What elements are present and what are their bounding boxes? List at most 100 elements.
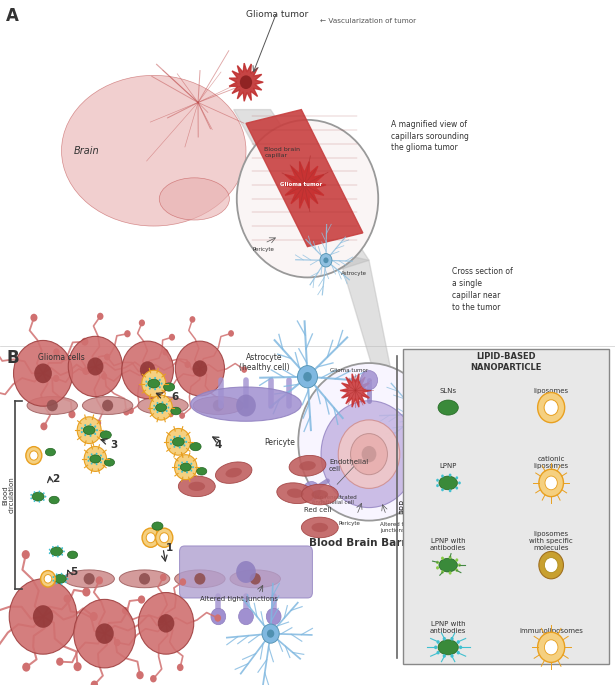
Circle shape: [52, 546, 54, 548]
Ellipse shape: [180, 463, 191, 471]
Ellipse shape: [193, 397, 244, 414]
Circle shape: [448, 556, 451, 559]
Circle shape: [9, 579, 77, 654]
Circle shape: [157, 411, 159, 413]
Circle shape: [186, 471, 188, 473]
Circle shape: [167, 410, 173, 417]
Ellipse shape: [84, 573, 95, 584]
Circle shape: [180, 578, 186, 586]
Circle shape: [170, 439, 172, 441]
Polygon shape: [229, 63, 263, 101]
Text: liposomes
with specific
molecules: liposomes with specific molecules: [530, 532, 573, 551]
Text: ← Vascularization of tumor: ← Vascularization of tumor: [320, 18, 416, 23]
Circle shape: [96, 453, 98, 455]
Text: Altered tight
junctions: Altered tight junctions: [380, 522, 415, 533]
Circle shape: [158, 615, 165, 623]
Ellipse shape: [213, 400, 224, 411]
Circle shape: [166, 429, 191, 456]
Text: Altered tight junctions: Altered tight junctions: [200, 596, 278, 602]
Ellipse shape: [439, 476, 458, 490]
Text: 4: 4: [215, 440, 222, 450]
Circle shape: [145, 381, 148, 383]
Circle shape: [81, 427, 83, 429]
Circle shape: [192, 466, 194, 469]
Text: A: A: [6, 7, 19, 25]
Circle shape: [74, 662, 82, 671]
Ellipse shape: [54, 574, 66, 584]
Circle shape: [186, 461, 188, 463]
Circle shape: [178, 464, 180, 466]
Circle shape: [156, 528, 173, 547]
Circle shape: [90, 680, 98, 685]
Circle shape: [569, 469, 581, 483]
Circle shape: [74, 599, 135, 668]
Circle shape: [189, 316, 196, 323]
Circle shape: [228, 330, 234, 337]
Circle shape: [545, 476, 557, 490]
Circle shape: [162, 349, 169, 356]
Circle shape: [96, 429, 98, 432]
Circle shape: [153, 408, 155, 410]
Circle shape: [456, 486, 458, 490]
Circle shape: [504, 442, 566, 510]
Circle shape: [62, 547, 63, 549]
Circle shape: [173, 436, 175, 438]
Circle shape: [437, 651, 440, 654]
Circle shape: [96, 576, 103, 584]
Circle shape: [539, 469, 563, 497]
Text: 3: 3: [110, 440, 117, 450]
Text: Glioma tumor: Glioma tumor: [330, 369, 368, 373]
Circle shape: [139, 319, 145, 326]
Circle shape: [298, 366, 317, 388]
Text: SLNs: SLNs: [440, 388, 457, 394]
Ellipse shape: [164, 383, 175, 391]
Ellipse shape: [311, 490, 328, 499]
Text: Endothelial
cell: Endothelial cell: [329, 459, 368, 472]
Ellipse shape: [90, 455, 101, 463]
Text: Normal BBB
with no altered
tight junctions: Normal BBB with no altered tight junctio…: [520, 514, 562, 530]
Circle shape: [41, 423, 47, 430]
Circle shape: [179, 435, 181, 438]
FancyBboxPatch shape: [403, 349, 609, 664]
Text: BBB: BBB: [399, 499, 408, 514]
Circle shape: [544, 400, 558, 415]
Circle shape: [57, 545, 59, 547]
Circle shape: [52, 580, 54, 582]
Circle shape: [149, 387, 151, 390]
Circle shape: [138, 595, 145, 603]
Ellipse shape: [83, 426, 95, 434]
Circle shape: [67, 578, 68, 580]
Circle shape: [90, 434, 92, 437]
Circle shape: [158, 384, 164, 390]
Circle shape: [157, 402, 159, 404]
Circle shape: [544, 640, 558, 655]
Circle shape: [237, 120, 378, 277]
Ellipse shape: [311, 523, 328, 532]
Circle shape: [22, 662, 30, 671]
Text: Red cell: Red cell: [304, 507, 332, 513]
Ellipse shape: [439, 558, 458, 572]
Circle shape: [34, 491, 35, 493]
Circle shape: [181, 471, 183, 473]
Circle shape: [436, 479, 439, 482]
Text: A magnified view of
capillars sorounding
the glioma tumor: A magnified view of capillars sorounding…: [391, 120, 469, 153]
Circle shape: [63, 551, 65, 552]
Circle shape: [236, 395, 256, 416]
Circle shape: [100, 461, 102, 463]
Circle shape: [61, 573, 63, 575]
Circle shape: [145, 384, 148, 386]
Polygon shape: [234, 110, 369, 274]
Circle shape: [191, 463, 192, 465]
Ellipse shape: [301, 517, 338, 538]
Circle shape: [240, 75, 252, 89]
Ellipse shape: [194, 573, 205, 584]
Circle shape: [303, 372, 312, 382]
Circle shape: [30, 451, 38, 460]
Circle shape: [87, 460, 89, 462]
Text: 5: 5: [70, 567, 77, 577]
Circle shape: [84, 447, 106, 471]
Circle shape: [63, 595, 71, 603]
Circle shape: [178, 468, 180, 470]
Circle shape: [84, 424, 86, 427]
Polygon shape: [283, 162, 326, 208]
